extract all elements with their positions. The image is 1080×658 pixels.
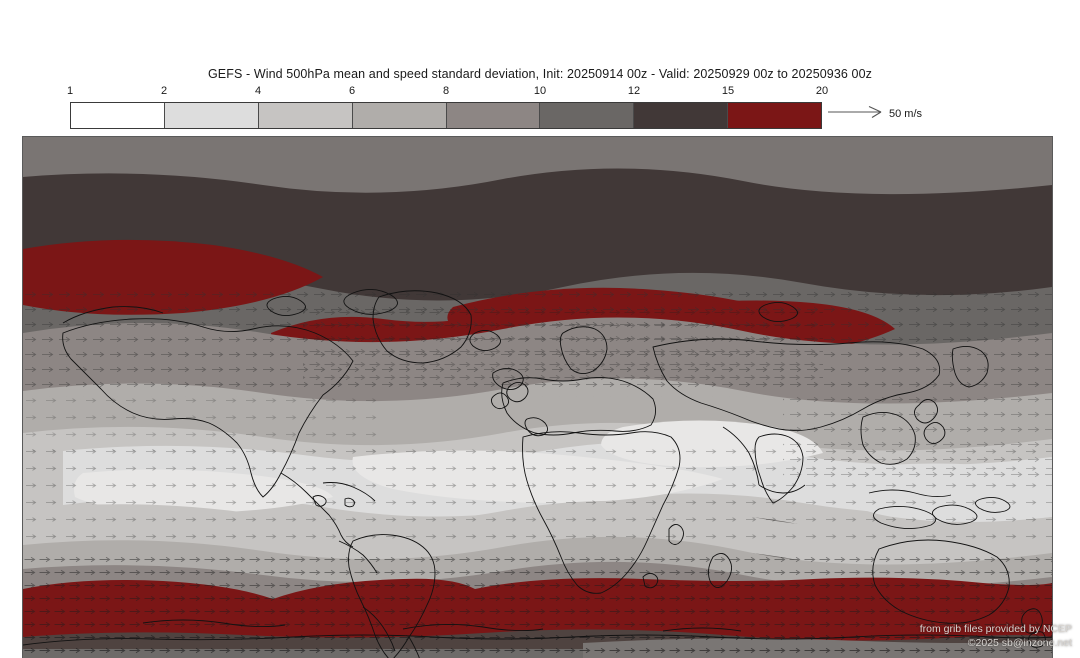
- coastline-layer: [23, 289, 1052, 658]
- colorbar-tick-20: 20: [815, 85, 829, 97]
- colorbar-tick-1: 1: [66, 85, 74, 97]
- colorbar-tick-12: 12: [627, 85, 641, 97]
- colorbar-tick-15: 15: [721, 85, 735, 97]
- wind-standard-deviation-map: [23, 137, 1052, 658]
- map-canvas[interactable]: [22, 136, 1053, 658]
- colorbar-tick-4: 4: [254, 85, 262, 97]
- page-title: GEFS - Wind 500hPa mean and speed standa…: [207, 67, 872, 81]
- colorbar-segment-3: [258, 103, 353, 128]
- colorbar-tick-6: 6: [348, 85, 356, 97]
- colorbar-segment-5: [446, 103, 541, 128]
- colorbar-tick-labels: 1 2 4 6 8 10 12 15 20: [66, 84, 828, 99]
- colorbar-segment-2: [164, 103, 259, 128]
- colorbar-tick-8: 8: [442, 85, 450, 97]
- colorbar-tick-10: 10: [533, 85, 547, 97]
- colorbar-segment-4: [352, 103, 447, 128]
- colorbar-tick-2: 2: [160, 85, 168, 97]
- colorbar-gradient: [70, 102, 822, 129]
- colorbar-segment-1: [71, 103, 165, 128]
- wind-vector-arrow-icon: [828, 105, 886, 124]
- wind-vector-layer: [23, 287, 1052, 658]
- colorbar-segment-8: [728, 103, 821, 128]
- colorbar-segment-6: [540, 103, 635, 128]
- colorbar-segment-7: [634, 103, 729, 128]
- wind-vector-key: 50 m/s: [828, 104, 922, 124]
- colorbar-legend: 1 2 4 6 8 10 12 15 20: [66, 84, 828, 129]
- wind-vector-key-label: 50 m/s: [889, 108, 923, 120]
